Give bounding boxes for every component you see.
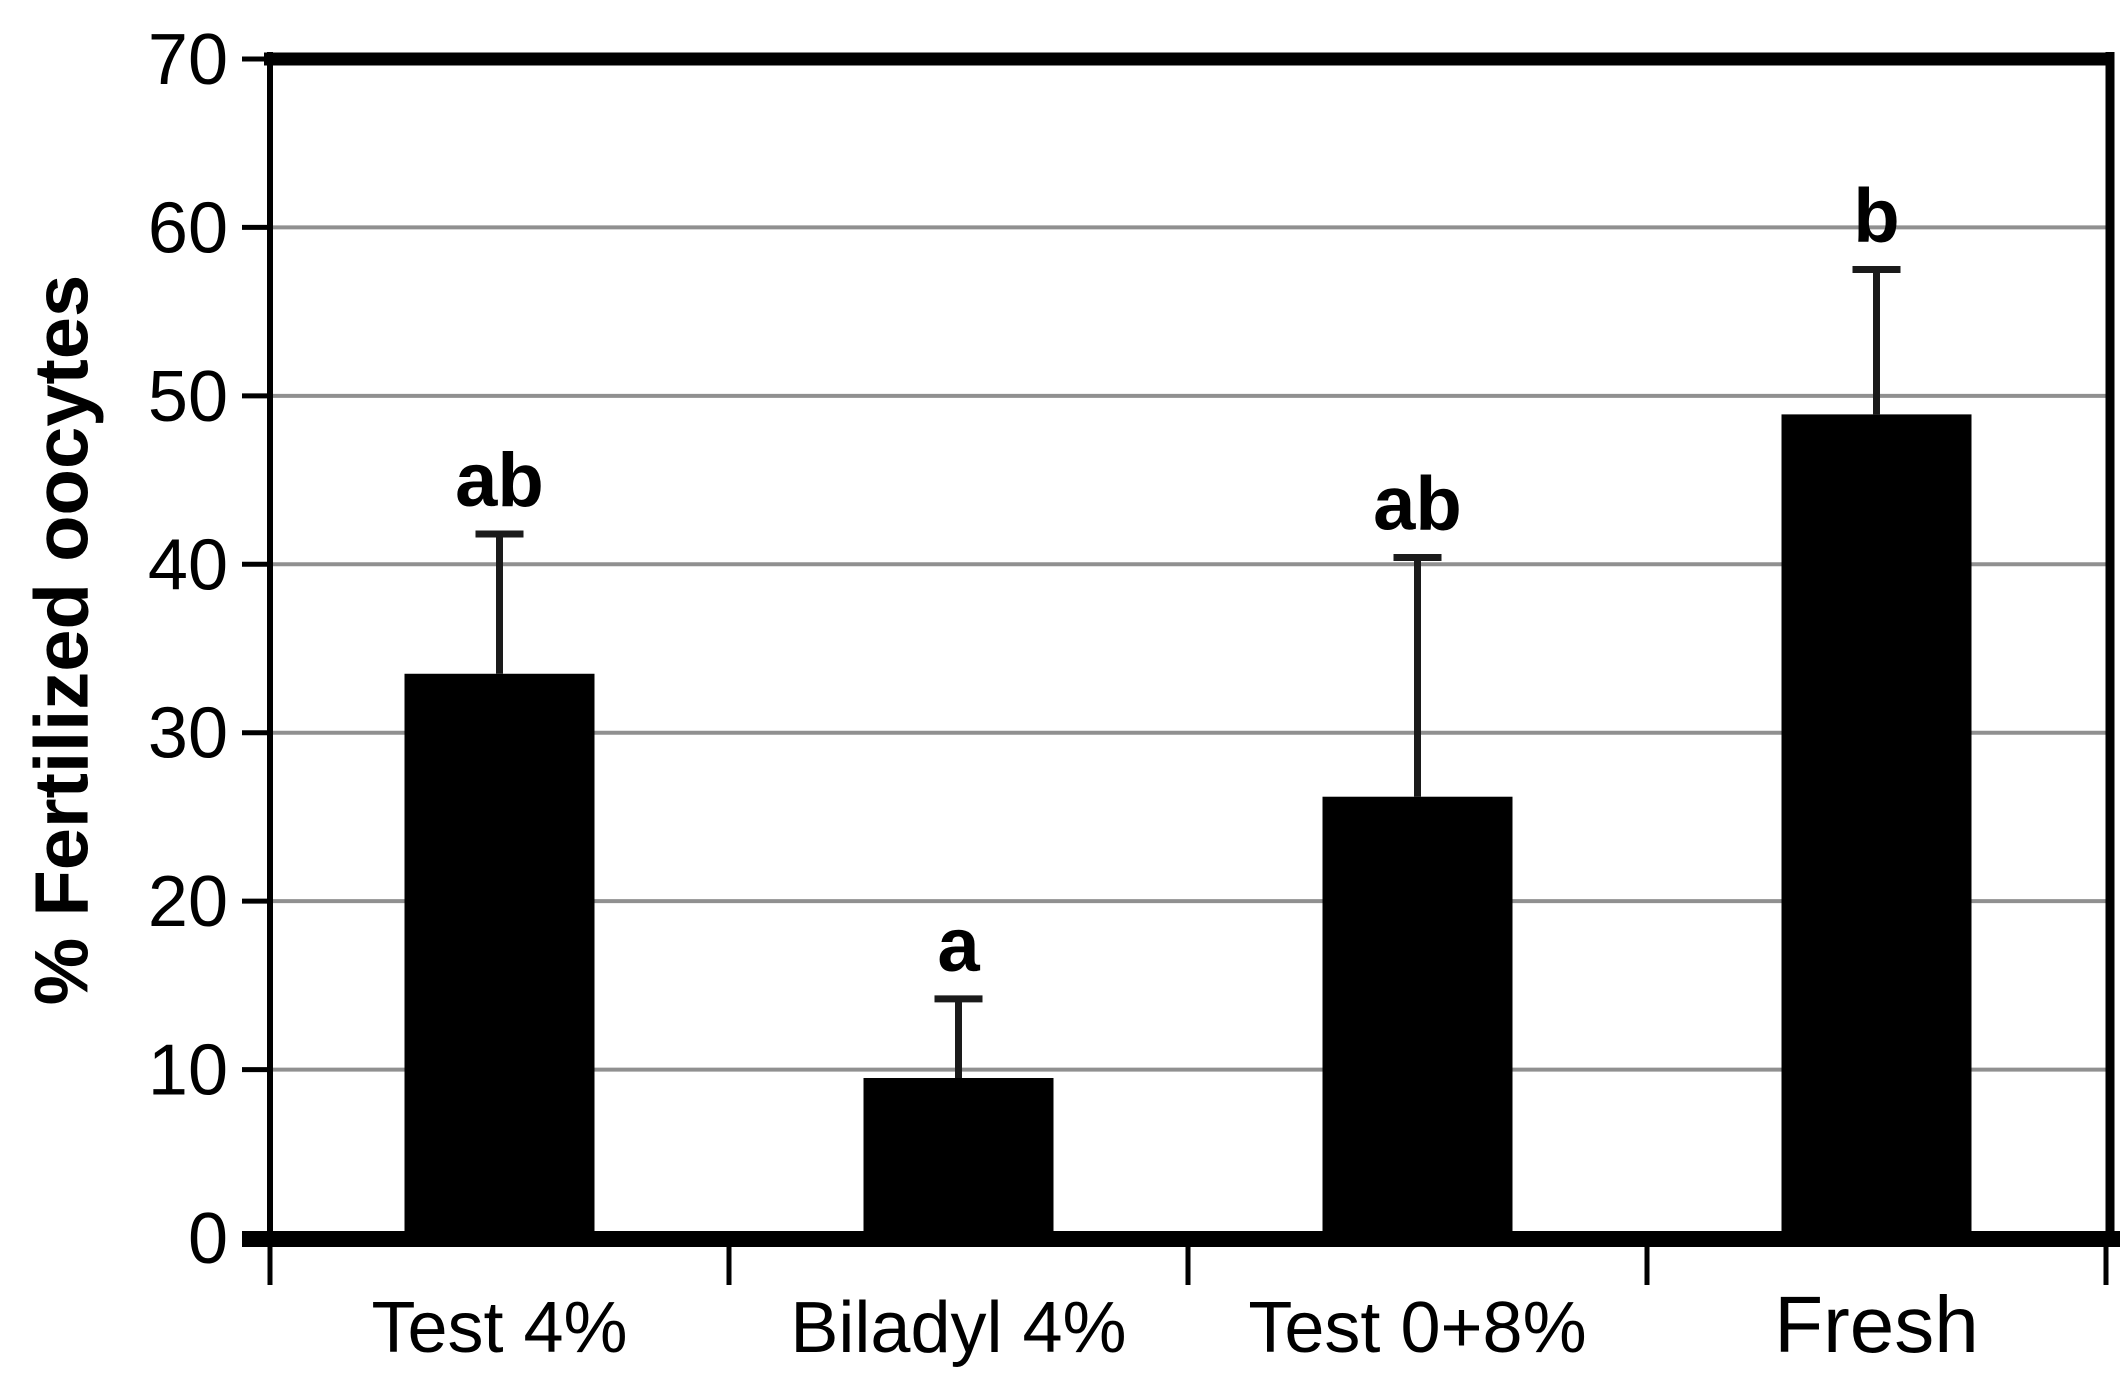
y-tick-label: 0 [188,1199,228,1279]
y-tick-label: 50 [148,357,228,437]
y-axis-title: % Fertilized oocytes [19,274,105,1006]
category-label: Fresh [1774,1280,1979,1369]
bar [1781,414,1972,1238]
category-label: Test 0+8% [1248,1288,1586,1368]
y-tick-label: 40 [148,525,228,605]
category-label: Test 4% [371,1288,627,1368]
significance-label: a [937,903,980,988]
bar [404,673,595,1238]
category-label: Biladyl 4% [790,1288,1126,1368]
y-tick-label: 70 [148,20,228,100]
y-tick-label: 10 [148,1031,228,1111]
y-tick-label: 60 [148,188,228,268]
bar [863,1077,1054,1238]
y-tick-label: 30 [148,694,228,774]
significance-label: b [1853,174,1899,259]
significance-label: ab [455,438,544,523]
y-tick-label: 20 [148,862,228,942]
significance-label: ab [1373,462,1462,547]
bar [1322,796,1513,1238]
